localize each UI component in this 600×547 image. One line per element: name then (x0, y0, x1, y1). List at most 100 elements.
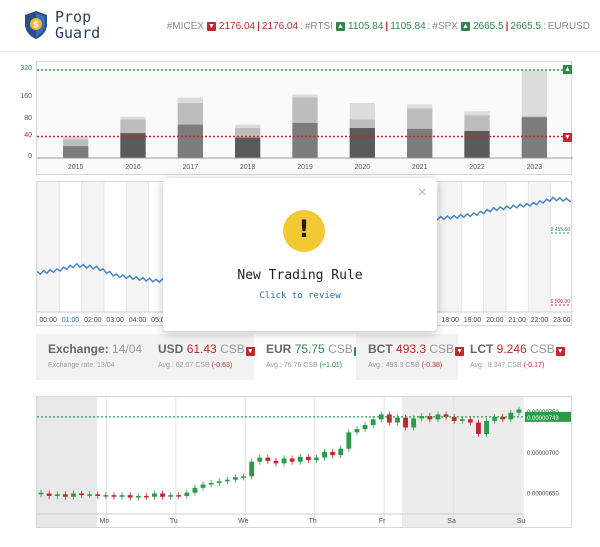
candle[interactable] (200, 484, 206, 488)
candle[interactable] (516, 409, 522, 413)
ticker-name[interactable]: #SPX (432, 21, 458, 32)
hour-label[interactable]: 19:00 (464, 317, 482, 324)
candle[interactable] (354, 429, 360, 433)
bar-dark[interactable] (407, 128, 433, 158)
candle[interactable] (362, 425, 368, 430)
currency-usd[interactable]: USD 61.43 CSB ▼ Avg.: 62.07 CSB (-0.63) (146, 334, 255, 380)
candle[interactable] (289, 458, 295, 462)
candle[interactable] (451, 416, 457, 421)
candle[interactable] (305, 456, 311, 461)
bar-dark[interactable] (292, 122, 318, 158)
review-link[interactable]: Click to review (259, 291, 341, 301)
market-ticker: #MICEX ▼ 2176.04 | 2176.04: #RTSI ▲ 1105.84 | 110… (167, 21, 590, 32)
currency-eur[interactable]: EUR 75.75 CSB▲Avg.: 76.76 CSB (+1.01) (254, 334, 363, 380)
bar-dark[interactable] (521, 117, 547, 158)
candle[interactable] (160, 493, 165, 497)
bar-dark[interactable] (349, 128, 375, 158)
hour-label[interactable]: 05:00 (151, 317, 169, 324)
candle[interactable] (338, 448, 344, 456)
day-label: Su (517, 518, 526, 525)
hour-label[interactable]: 04:00 (129, 317, 147, 324)
bar-dark[interactable] (63, 146, 89, 158)
candle[interactable] (184, 492, 190, 496)
candle[interactable] (95, 494, 101, 496)
hour-label[interactable]: 00:00 (39, 317, 57, 324)
candle[interactable] (249, 461, 255, 477)
candle[interactable] (111, 495, 117, 497)
candle[interactable] (297, 456, 303, 462)
candle[interactable] (119, 495, 125, 497)
exchange-date: 14/04 (112, 342, 143, 356)
ticker-name[interactable]: EURUSD (547, 21, 590, 32)
candle[interactable] (143, 495, 149, 498)
lower-limit-arrow-icon[interactable]: ▼ (563, 133, 572, 142)
candle[interactable] (459, 419, 465, 421)
candle[interactable] (370, 419, 376, 426)
currency-lct[interactable]: LCT 9.246 CSB ▼ Avg.: 9.347 CSB (-0.17) (458, 334, 572, 380)
candle[interactable] (395, 417, 400, 423)
candle[interactable] (273, 460, 279, 464)
hour-label[interactable]: 21:00 (508, 317, 526, 324)
candle[interactable] (135, 495, 141, 498)
bar-dark[interactable] (177, 124, 203, 158)
candle[interactable] (492, 416, 498, 421)
candle[interactable] (330, 451, 336, 456)
candle[interactable] (54, 494, 60, 496)
candle[interactable] (281, 458, 287, 464)
candle[interactable] (224, 479, 230, 482)
candle[interactable] (192, 487, 198, 493)
change-value: (-0.38) (421, 362, 443, 369)
candle[interactable] (87, 494, 93, 496)
candle[interactable] (152, 493, 157, 497)
hour-label[interactable]: 18:00 (441, 317, 459, 324)
candle[interactable] (208, 482, 214, 485)
hour-column (81, 182, 104, 312)
candle[interactable] (443, 414, 449, 417)
candle[interactable] (403, 417, 408, 428)
candle[interactable] (103, 495, 109, 497)
candle[interactable] (127, 495, 133, 498)
bar-dark[interactable] (464, 131, 490, 158)
candle[interactable] (411, 418, 417, 428)
candle[interactable] (38, 492, 44, 495)
candle[interactable] (508, 412, 514, 420)
candle[interactable] (484, 420, 489, 434)
candle[interactable] (346, 432, 352, 449)
candle[interactable] (71, 493, 76, 497)
hour-label[interactable]: 23:00 (553, 317, 571, 324)
hour-label[interactable]: 01:00 (62, 317, 80, 324)
bar-x-label: 2023 (527, 164, 543, 171)
candle[interactable] (386, 414, 392, 423)
currency-value: 9.246 (496, 342, 527, 356)
candle[interactable] (476, 422, 481, 434)
currency-bct[interactable]: BCT 493.3 CSB ▼ Avg.: 493.3 CSB (-0.38) (356, 334, 465, 380)
candle[interactable] (168, 495, 174, 497)
ticker-value: 2665.5 (472, 21, 504, 32)
candle[interactable] (176, 495, 182, 497)
candle[interactable] (46, 493, 52, 496)
close-icon[interactable]: × (417, 184, 427, 201)
upper-limit-arrow-icon[interactable]: ▲ (563, 65, 572, 74)
candle[interactable] (241, 476, 246, 478)
hour-label[interactable]: 20:00 (486, 317, 504, 324)
candle[interactable] (265, 457, 271, 461)
hour-label[interactable]: 02:00 (84, 317, 102, 324)
candle[interactable] (314, 457, 319, 461)
candle[interactable] (427, 416, 433, 420)
candle[interactable] (322, 451, 327, 458)
bar-dark[interactable] (235, 137, 261, 158)
hour-label[interactable]: 22:00 (531, 317, 549, 324)
candle[interactable] (62, 494, 68, 497)
candle[interactable] (467, 419, 473, 423)
candle[interactable] (257, 457, 263, 462)
brand-name[interactable]: Prop Guard (55, 8, 101, 42)
ticker-name[interactable]: #MICEX (166, 21, 204, 32)
candle[interactable] (79, 493, 84, 496)
bar-y-tick: 40 (24, 131, 32, 139)
candle[interactable] (216, 481, 222, 483)
candle[interactable] (233, 477, 238, 480)
candle[interactable] (500, 416, 506, 420)
hour-label[interactable]: 03:00 (106, 317, 124, 324)
ticker-name[interactable]: #RTSI (304, 21, 333, 32)
shield-logo-icon[interactable]: $ (24, 10, 48, 40)
